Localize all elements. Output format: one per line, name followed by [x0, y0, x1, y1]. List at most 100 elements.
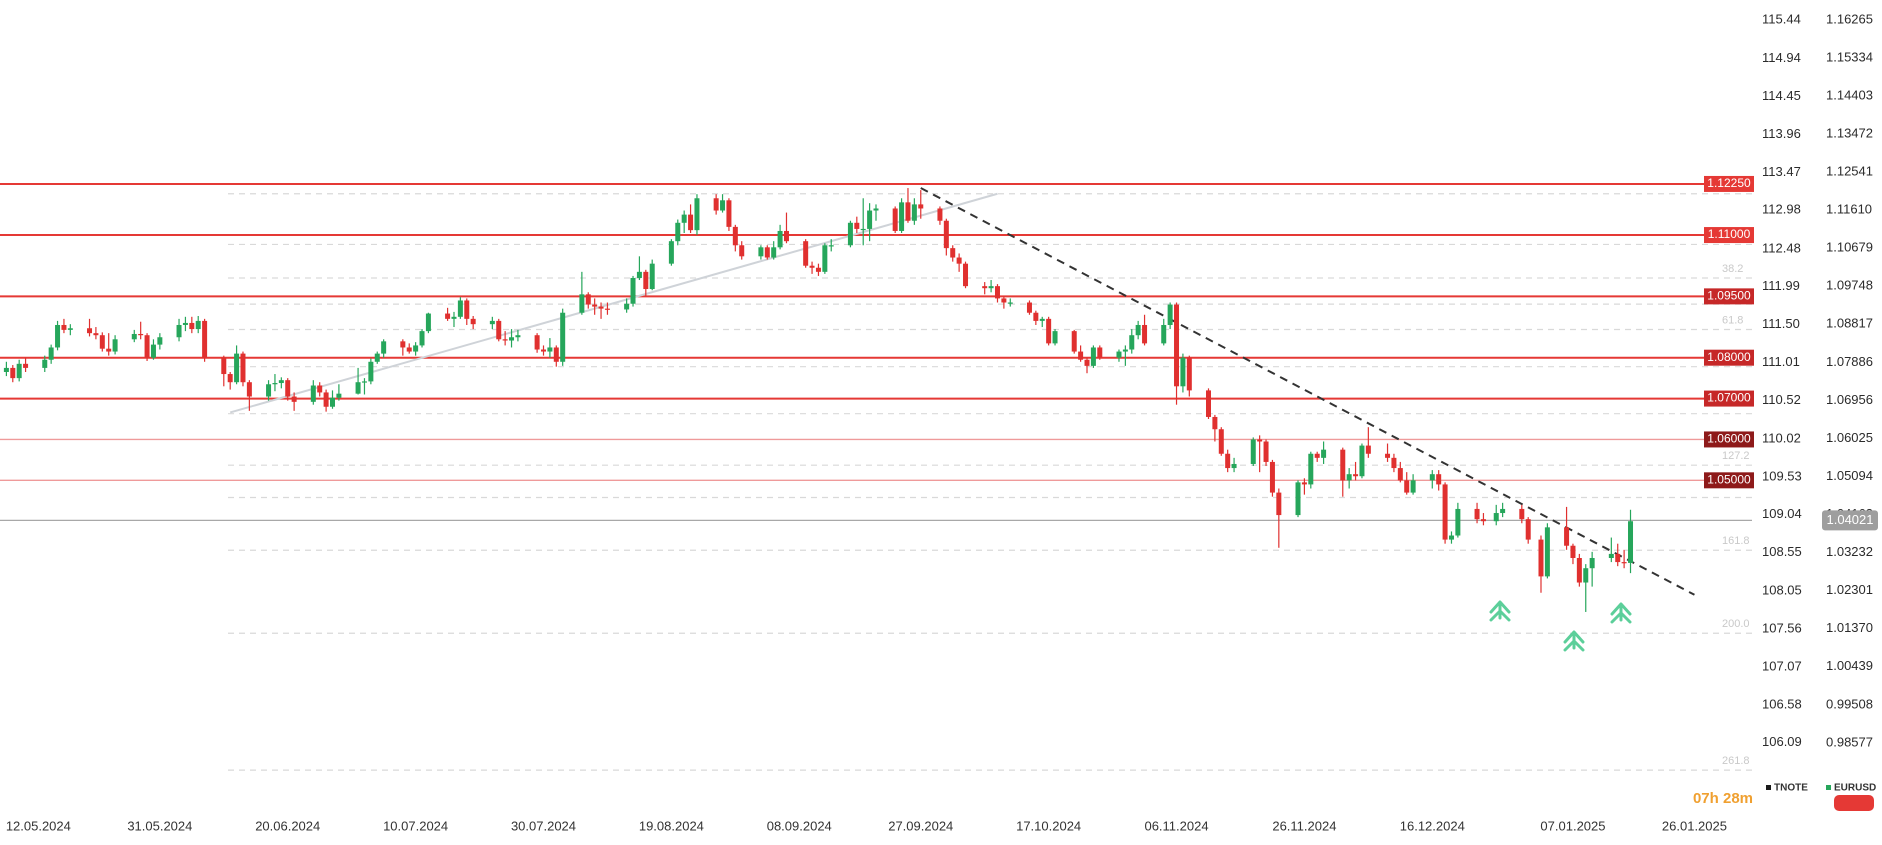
- level-label: 1.11000: [1708, 227, 1751, 241]
- candle-body: [815, 267, 821, 272]
- candle-body: [1353, 474, 1359, 477]
- candle-body: [1071, 331, 1077, 352]
- candle-body: [1628, 521, 1634, 563]
- candle-body: [943, 220, 949, 249]
- x-tick-label: 27.09.2024: [888, 818, 953, 833]
- candle-body: [1346, 474, 1352, 481]
- axis-labels: 115.44 114.94 114.45 113.96 113.47 112.98 112.…: [6, 11, 1878, 833]
- y2-tick-label: 111.01: [1762, 354, 1800, 369]
- candle-body: [649, 263, 655, 290]
- candle-body: [1448, 535, 1454, 540]
- candle-body: [860, 228, 866, 231]
- y-tick-label: 1.00439: [1826, 658, 1873, 673]
- candle-body: [1135, 324, 1141, 336]
- candle-body: [182, 322, 188, 325]
- candle-body: [406, 347, 412, 352]
- legend-swatch: [1826, 785, 1831, 790]
- level-label: 1.08000: [1707, 350, 1751, 364]
- candle-body: [764, 247, 770, 258]
- candle-body: [918, 204, 924, 209]
- candle-body: [67, 328, 73, 330]
- candle-body: [87, 328, 93, 334]
- timer: 07h 28m: [1693, 790, 1753, 807]
- candle-body: [905, 202, 911, 221]
- candle-body: [240, 353, 246, 383]
- candle-body: [150, 344, 156, 358]
- candle-body: [227, 374, 233, 383]
- y2-tick-label: 111.50: [1762, 316, 1800, 331]
- candle-body: [809, 265, 815, 268]
- level-label: 1.07000: [1707, 391, 1751, 405]
- candle-body: [1365, 445, 1371, 454]
- level-tag: [1704, 472, 1754, 489]
- candle-body: [1410, 480, 1416, 493]
- candle-body: [425, 313, 431, 332]
- candle-body: [956, 257, 962, 264]
- candle-body: [1615, 553, 1621, 563]
- y-tick-label: 0.99508: [1826, 696, 1873, 711]
- candle-body: [189, 322, 195, 330]
- y2-tick-label: 113.96: [1762, 126, 1801, 141]
- candle-body: [1480, 519, 1486, 522]
- trendline: [229, 192, 998, 414]
- level-label: 1.12250: [1707, 176, 1751, 190]
- candle-body: [489, 320, 495, 325]
- candle-body: [1295, 482, 1301, 516]
- candle-body: [758, 247, 764, 257]
- candle-body: [221, 357, 227, 375]
- last-price-label: 1.04021: [1827, 512, 1874, 527]
- y2-tick-label: 112.48: [1762, 240, 1801, 255]
- x-tick-label: 08.09.2024: [767, 818, 832, 833]
- candles: [3, 188, 1634, 612]
- candle-body: [1129, 335, 1135, 350]
- candle-body: [131, 333, 137, 340]
- candle-body: [1314, 453, 1320, 458]
- candle-body: [285, 380, 291, 397]
- candle-body: [1359, 445, 1365, 477]
- x-tick-label: 26.11.2024: [1272, 818, 1336, 833]
- candle-body: [23, 363, 29, 368]
- candle-body: [381, 341, 387, 354]
- candle-body: [413, 345, 419, 352]
- candle-body: [1538, 539, 1544, 577]
- candle-body: [892, 208, 898, 231]
- candle-body: [604, 308, 610, 310]
- candle-body: [336, 393, 342, 398]
- status-pill[interactable]: [1834, 795, 1874, 811]
- legend-swatch: [1766, 785, 1771, 790]
- candle-body: [1404, 480, 1410, 493]
- candle-body: [1033, 312, 1039, 321]
- x-tick-label: 16.12.2024: [1400, 818, 1465, 833]
- candle-body: [374, 353, 380, 362]
- candle-body: [61, 324, 67, 330]
- candle-body: [873, 208, 879, 211]
- candle-body: [1167, 304, 1173, 325]
- candle-body: [1007, 302, 1013, 304]
- candle-body: [1039, 318, 1045, 321]
- candle-body: [1257, 439, 1263, 442]
- level-tag: [1704, 175, 1754, 192]
- y-tick-label: 1.03232: [1826, 544, 1873, 559]
- candle-body: [534, 335, 540, 350]
- x-tick-label: 06.11.2024: [1144, 818, 1208, 833]
- x-tick-label: 10.07.2024: [383, 818, 448, 833]
- candle-body: [195, 320, 201, 330]
- candle-body: [16, 363, 22, 379]
- candle-body: [950, 248, 956, 258]
- candle-body: [106, 348, 112, 352]
- candle-body: [579, 294, 585, 313]
- candle-body: [624, 303, 630, 310]
- candle-body: [1564, 527, 1570, 546]
- candle-body: [1391, 457, 1397, 469]
- y2-tick-label: 110.52: [1762, 392, 1801, 407]
- y-tick-label: 1.02301: [1826, 582, 1873, 597]
- y2-tick-label: 115.44: [1762, 12, 1801, 27]
- candle-body: [854, 222, 860, 229]
- candle-body: [681, 214, 687, 223]
- candle-body: [1269, 461, 1275, 493]
- y-tick-label: 1.13472: [1826, 125, 1873, 140]
- candle-body: [982, 286, 988, 289]
- y-tick-label: 1.15334: [1826, 49, 1873, 64]
- candle-body: [1589, 557, 1595, 569]
